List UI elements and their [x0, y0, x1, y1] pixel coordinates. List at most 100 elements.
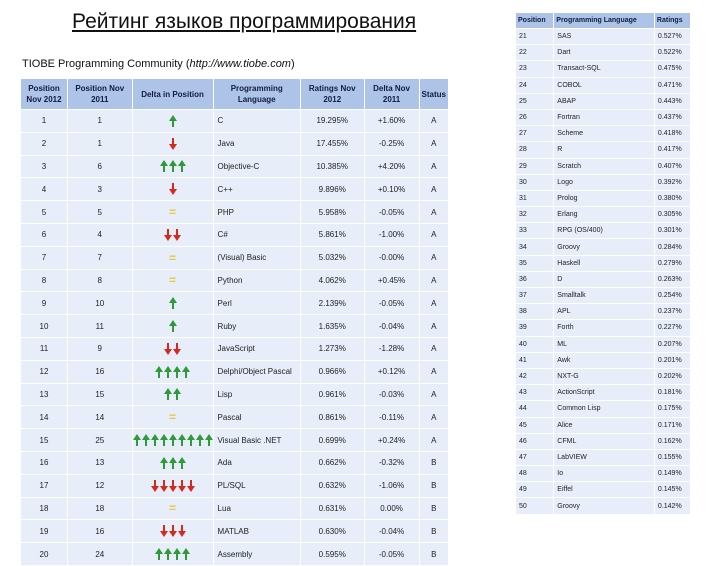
delta-arrows — [133, 475, 213, 497]
ext-cell-language: CFML — [554, 433, 654, 449]
cell-language: Visual Basic .NET — [213, 429, 300, 451]
table-row: 36 D 0.263% — [516, 271, 690, 287]
ext-cell-rating: 0.254% — [654, 288, 690, 304]
ext-cell-language: Smalltalk — [554, 288, 654, 304]
table-row: 14 14 = Pascal 0.861% -0.11% A — [21, 406, 448, 429]
cell-position-2011: 11 — [68, 315, 132, 337]
green-up-arrow-icon — [204, 434, 213, 447]
source-prefix: TIOBE Programming Community ( — [22, 58, 190, 70]
cell-language: Pascal — [213, 406, 300, 429]
cell-status: A — [419, 383, 448, 406]
cell-status: A — [419, 429, 448, 451]
cell-position-2011: 1 — [68, 110, 132, 132]
delta-arrows — [133, 338, 213, 360]
cell-rating-change: +0.12% — [364, 360, 419, 383]
ext-cell-rating: 0.301% — [654, 223, 690, 239]
delta-arrows — [133, 543, 213, 565]
green-up-arrow-icon — [173, 548, 182, 561]
ext-cell-rating: 0.522% — [654, 45, 690, 61]
ext-cell-language: Io — [554, 466, 654, 482]
green-up-arrow-icon — [155, 548, 164, 561]
ext-cell-rating: 0.407% — [654, 158, 690, 174]
source-suffix: ) — [290, 58, 295, 70]
cell-status: A — [419, 269, 448, 292]
cell-position-2012: 7 — [21, 246, 67, 269]
delta-arrows — [132, 429, 213, 451]
cell-delta-position — [132, 543, 213, 565]
cell-rating-change: -1.06% — [364, 474, 419, 497]
ext-cell-language: Scratch — [554, 158, 654, 174]
table-row: 24 COBOL 0.471% — [516, 77, 690, 93]
cell-language: Perl — [213, 292, 300, 315]
ext-header-ratings: Ratings — [654, 13, 690, 28]
table-row: 38 APL 0.237% — [516, 304, 690, 320]
ext-cell-rating: 0.418% — [654, 126, 690, 142]
cell-rating: 19.295% — [300, 110, 364, 132]
cell-status: A — [419, 178, 448, 201]
green-up-arrow-icon — [177, 434, 186, 447]
cell-delta-position: = — [132, 201, 213, 223]
cell-delta-position: = — [132, 406, 213, 429]
ext-cell-position: 21 — [516, 29, 554, 45]
red-down-arrow-icon — [168, 183, 177, 196]
table-row: 37 Smalltalk 0.254% — [516, 288, 690, 304]
header-ratings: Ratings Nov 2012 — [300, 79, 364, 109]
ext-cell-language: Transact-SQL — [554, 61, 654, 77]
ext-cell-rating: 0.237% — [654, 304, 690, 320]
cell-delta-position — [132, 110, 213, 132]
cell-position-2011: 10 — [68, 292, 132, 315]
ext-cell-position: 23 — [516, 61, 554, 77]
ext-cell-position: 33 — [516, 223, 554, 239]
table-row: 6 4 C# 5.861% -1.00% A — [21, 223, 448, 246]
green-up-arrow-icon — [155, 365, 164, 378]
cell-position-2012: 14 — [21, 406, 67, 429]
cell-delta-position — [132, 292, 213, 315]
green-up-arrow-icon — [164, 548, 173, 561]
green-up-arrow-icon — [182, 365, 191, 378]
header-status: Status — [419, 79, 448, 109]
cell-delta-position — [132, 474, 213, 497]
cell-language: PL/SQL — [213, 474, 300, 497]
cell-rating: 5.861% — [300, 223, 364, 246]
ranking-header-row: Position Nov 2012 Position Nov 2011 Delt… — [21, 79, 448, 109]
cell-position-2012: 8 — [21, 269, 67, 292]
cell-rating-change: +0.45% — [364, 269, 419, 292]
cell-position-2011: 4 — [68, 223, 132, 246]
red-down-arrow-icon — [168, 525, 177, 538]
cell-language: Ruby — [213, 315, 300, 337]
ext-cell-language: Eiffel — [554, 482, 654, 498]
table-row: 8 8 = Python 4.062% +0.45% A — [21, 269, 448, 292]
red-down-arrow-icon — [177, 479, 186, 492]
ext-cell-position: 29 — [516, 158, 554, 174]
cell-position-2011: 6 — [68, 155, 132, 178]
ext-cell-position: 46 — [516, 433, 554, 449]
delta-arrows — [133, 292, 213, 314]
cell-language: Java — [213, 132, 300, 155]
cell-status: A — [419, 360, 448, 383]
table-row: 34 Groovy 0.284% — [516, 239, 690, 255]
cell-position-2012: 1 — [21, 110, 67, 132]
cell-position-2012: 10 — [21, 315, 67, 337]
extended-ranking-table: Position Programming Language Ratings 21… — [515, 12, 691, 515]
ext-cell-rating: 0.475% — [654, 61, 690, 77]
ext-cell-language: Awk — [554, 352, 654, 368]
cell-position-2012: 2 — [21, 132, 67, 155]
ext-cell-language: COBOL — [554, 77, 654, 93]
cell-rating-change: -0.00% — [364, 246, 419, 269]
cell-position-2012: 3 — [21, 155, 67, 178]
delta-arrows — [133, 110, 213, 132]
cell-rating-change: -0.04% — [364, 520, 419, 543]
cell-position-2012: 15 — [21, 429, 67, 451]
ext-cell-language: NXT-G — [554, 368, 654, 385]
ext-cell-language: Dart — [554, 45, 654, 61]
ext-cell-rating: 0.471% — [654, 77, 690, 93]
delta-arrows — [133, 520, 213, 542]
cell-rating-change: +0.24% — [364, 429, 419, 451]
header-position-2011: Position Nov 2011 — [68, 79, 132, 109]
ext-cell-position: 25 — [516, 93, 554, 109]
source-url[interactable]: http://www.tiobe.com — [189, 58, 291, 70]
green-up-arrow-icon — [164, 365, 173, 378]
cell-rating-change: -0.05% — [364, 543, 419, 565]
green-up-arrow-icon — [168, 456, 177, 469]
ext-cell-position: 44 — [516, 401, 554, 417]
